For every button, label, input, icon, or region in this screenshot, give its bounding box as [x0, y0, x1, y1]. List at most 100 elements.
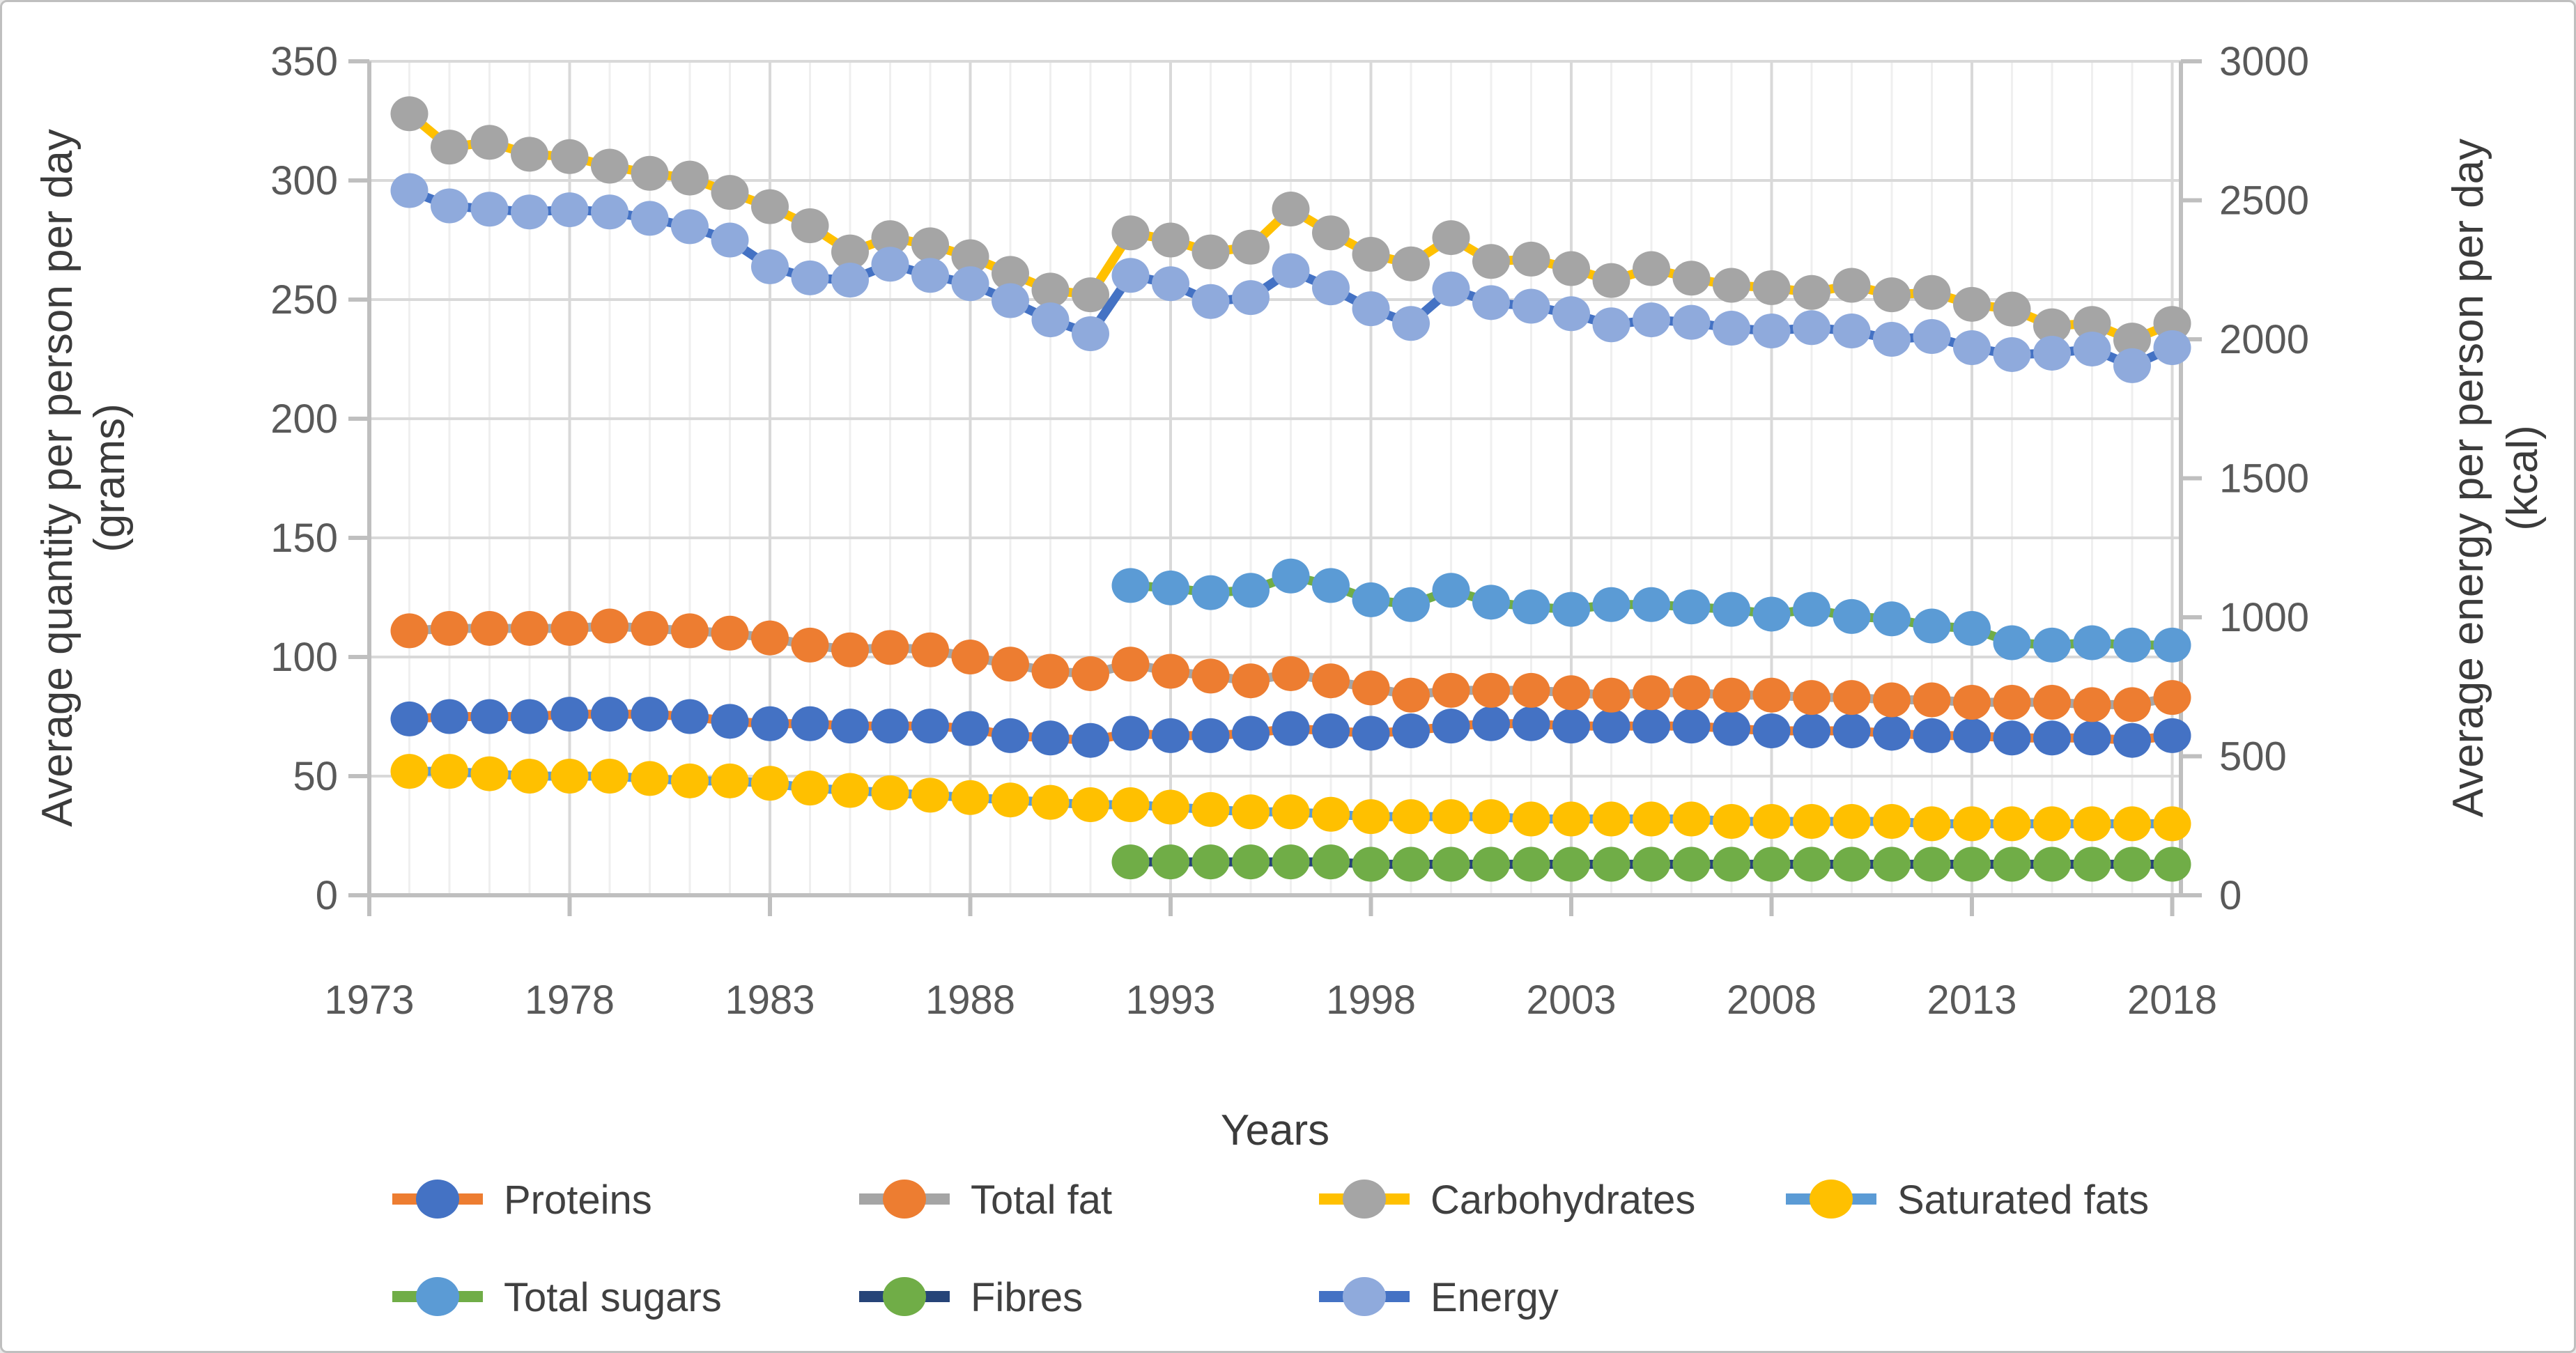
data-point-marker: [1592, 677, 1630, 713]
legend-label: Energy: [1430, 1275, 1559, 1320]
data-point-marker: [1472, 672, 1510, 708]
right-axis-tick-label: 2000: [2219, 317, 2309, 362]
data-point-marker: [1352, 670, 1390, 706]
data-point-marker: [1953, 610, 1991, 646]
data-point-marker: [1072, 722, 1109, 758]
data-point-marker: [1312, 663, 1350, 699]
data-point-marker: [1873, 601, 1911, 637]
data-point-marker: [390, 613, 429, 649]
data-point-marker: [1752, 270, 1791, 305]
data-point-marker: [1552, 801, 1590, 837]
data-point-marker: [951, 711, 989, 746]
data-point-marker: [1672, 675, 1711, 711]
data-point-marker: [751, 766, 789, 801]
data-point-marker: [1152, 222, 1189, 258]
data-point-marker: [1432, 846, 1470, 882]
right-axis-title: Average energy per person per day (kcal): [2444, 139, 2547, 817]
data-point-marker: [1833, 846, 1871, 882]
series-saturated_fats: [390, 754, 2191, 842]
legend-item-saturated_fats: Saturated fats: [1786, 1177, 2149, 1223]
data-point-marker: [2113, 722, 2151, 758]
data-point-marker: [1592, 263, 1630, 298]
left-axis-tick-label: 200: [270, 396, 338, 442]
data-point-marker: [1953, 286, 1991, 322]
data-point-marker: [550, 610, 589, 646]
data-point-marker: [1633, 675, 1670, 711]
data-point-marker: [1953, 718, 1991, 753]
data-point-marker: [791, 208, 829, 243]
data-point-marker: [550, 697, 589, 732]
data-point-marker: [1953, 806, 1991, 842]
data-point-marker: [1793, 310, 1830, 346]
data-point-marker: [1392, 587, 1430, 622]
left-axis-tick-label: 350: [270, 39, 338, 84]
data-point-marker: [1512, 672, 1550, 708]
data-point-marker: [1352, 237, 1390, 272]
data-point-marker: [431, 610, 468, 646]
data-point-marker: [2153, 330, 2191, 365]
data-point-marker: [511, 610, 548, 646]
data-point-marker: [1633, 801, 1670, 837]
data-point-marker: [711, 222, 749, 258]
data-point-marker: [1111, 844, 1150, 880]
data-point-marker: [671, 699, 709, 734]
series-markers-total_sugars: [1111, 558, 2191, 663]
data-point-marker: [1633, 846, 1670, 882]
data-point-marker: [1392, 846, 1430, 882]
legend-marker-sample: [416, 1277, 459, 1316]
data-point-marker: [1713, 311, 1750, 346]
data-point-marker: [1272, 711, 1310, 746]
data-point-marker: [1432, 271, 1470, 307]
data-point-marker: [1111, 787, 1150, 823]
data-point-marker: [1031, 720, 1070, 756]
data-point-marker: [2153, 627, 2191, 663]
legend-label: Fibres: [971, 1275, 1083, 1320]
data-point-marker: [711, 175, 749, 210]
axes-lines: [348, 59, 2202, 916]
data-point-marker: [2153, 846, 2191, 882]
data-point-marker: [2033, 846, 2071, 882]
data-point-marker: [591, 608, 628, 644]
data-point-marker: [751, 620, 789, 656]
series-markers-energy: [390, 173, 2191, 383]
left-axis-tick-label: 300: [270, 158, 338, 203]
data-point-marker: [1432, 709, 1470, 744]
data-point-marker: [1793, 846, 1830, 882]
data-point-marker: [1272, 253, 1310, 288]
data-point-marker: [1432, 220, 1470, 256]
data-point-marker: [470, 756, 509, 791]
data-point-marker: [591, 148, 628, 184]
data-point-marker: [1633, 709, 1670, 744]
data-point-marker: [1111, 647, 1150, 682]
data-point-marker: [1191, 791, 1230, 827]
data-point-marker: [1312, 215, 1350, 251]
data-point-marker: [1953, 684, 1991, 720]
data-point-marker: [951, 780, 989, 815]
data-point-marker: [911, 258, 949, 293]
legend-marker-sample: [1343, 1180, 1386, 1219]
data-point-marker: [1512, 589, 1550, 625]
series-layer: [390, 96, 2191, 882]
data-point-marker: [871, 247, 909, 282]
data-point-marker: [791, 627, 829, 663]
data-point-marker: [951, 239, 989, 275]
x-axis-tick-label: 2008: [1727, 977, 1817, 1023]
legend-label: Proteins: [504, 1177, 652, 1223]
legend-label: Total sugars: [504, 1275, 722, 1320]
data-point-marker: [2033, 684, 2071, 720]
data-point-marker: [711, 704, 749, 739]
data-point-marker: [671, 613, 709, 649]
data-point-marker: [1873, 277, 1911, 313]
right-axis-title-line1: Average energy per person per day: [2444, 139, 2492, 817]
data-point-marker: [1993, 337, 2031, 372]
data-point-marker: [1072, 656, 1109, 691]
data-point-marker: [1111, 568, 1150, 603]
data-point-marker: [2073, 806, 2111, 842]
data-point-marker: [751, 706, 789, 741]
data-point-marker: [1993, 846, 2031, 882]
data-point-marker: [1392, 246, 1430, 281]
legend-marker-sample: [1343, 1277, 1386, 1316]
data-point-marker: [1993, 291, 2031, 327]
data-point-marker: [431, 754, 468, 789]
